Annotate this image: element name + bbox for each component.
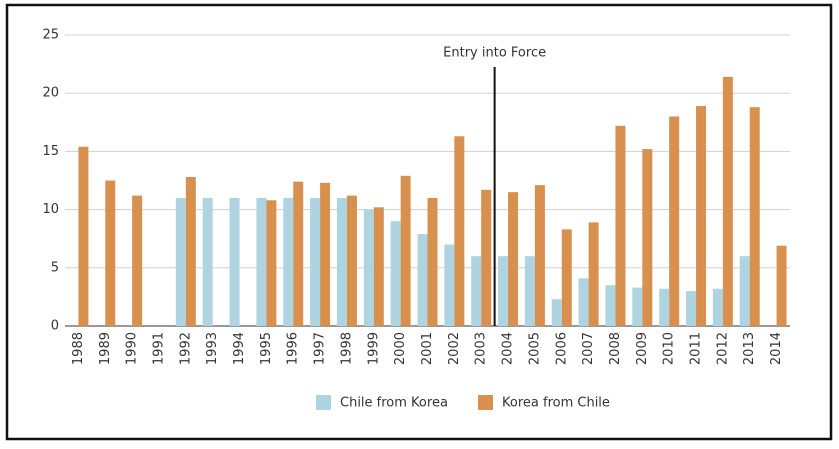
bar — [346, 195, 357, 326]
bar — [471, 256, 482, 326]
y-tick-label: 0 — [51, 319, 59, 334]
legend-label: Korea from Chile — [502, 396, 610, 411]
bar — [336, 197, 347, 326]
x-tick-label: 2001 — [420, 332, 435, 365]
bar — [659, 288, 670, 326]
bar — [78, 146, 89, 326]
x-tick-label: 1989 — [98, 332, 113, 365]
x-tick-label: 1997 — [313, 332, 328, 365]
x-tick-label: 1992 — [178, 332, 193, 365]
bar — [185, 177, 196, 326]
x-tick-label: 2011 — [689, 332, 704, 365]
x-tick-label: 2013 — [742, 332, 757, 365]
bar — [749, 107, 760, 326]
legend-swatch — [316, 395, 331, 410]
bar — [498, 256, 509, 326]
x-tick-label: 2006 — [554, 332, 569, 365]
x-tick-label: 2010 — [662, 332, 677, 365]
x-tick-label: 2012 — [715, 332, 730, 365]
x-tick-label: 1990 — [125, 332, 140, 365]
bar — [739, 256, 750, 326]
bar — [534, 185, 545, 326]
bar — [256, 197, 267, 326]
x-tick-label: 2003 — [474, 332, 489, 365]
bar — [632, 287, 643, 326]
bar — [615, 125, 626, 327]
bar — [363, 209, 374, 326]
y-tick-label: 10 — [42, 202, 59, 217]
y-tick-label: 5 — [51, 260, 59, 275]
bar — [524, 256, 535, 326]
bar — [642, 149, 653, 326]
bar — [105, 180, 116, 326]
bar — [293, 181, 304, 326]
bar — [390, 221, 401, 326]
bar — [320, 182, 331, 326]
bar — [696, 106, 707, 326]
bar — [712, 288, 723, 326]
bar — [175, 197, 186, 326]
bar — [310, 197, 321, 326]
x-tick-label: 1991 — [151, 332, 166, 365]
bar — [722, 76, 733, 327]
bar — [444, 244, 455, 326]
bar — [686, 291, 697, 326]
x-tick-label: 2014 — [769, 332, 784, 365]
x-tick-label: 1995 — [259, 332, 274, 365]
x-tick-label: 1994 — [232, 332, 247, 365]
bar — [561, 229, 572, 326]
bar — [776, 245, 787, 326]
frame — [5, 3, 833, 441]
x-tick-label: 1988 — [71, 332, 86, 365]
x-tick-label: 2008 — [608, 332, 623, 365]
bar — [669, 116, 680, 326]
x-tick-label: 2004 — [501, 332, 516, 365]
bar — [588, 222, 599, 326]
bar — [605, 285, 616, 326]
legend-swatch — [478, 395, 493, 410]
x-tick-label: 1999 — [366, 332, 381, 365]
bar — [454, 136, 465, 326]
bar — [551, 299, 562, 326]
x-tick-label: 2009 — [635, 332, 650, 365]
x-tick-label: 2000 — [393, 332, 408, 365]
x-tick-label: 2005 — [527, 332, 542, 365]
x-tick-label: 1993 — [205, 332, 220, 365]
x-tick-label: 2007 — [581, 332, 596, 365]
bar — [578, 278, 589, 326]
x-tick-label: 1998 — [339, 332, 354, 365]
x-tick-label: 2002 — [447, 332, 462, 365]
bar — [508, 192, 519, 326]
bar — [481, 189, 492, 326]
bar — [229, 197, 240, 326]
y-tick-label: 15 — [42, 144, 59, 159]
y-tick-label: 25 — [42, 28, 59, 43]
x-tick-label: 1996 — [286, 332, 301, 365]
bar — [132, 195, 143, 326]
bar — [427, 197, 438, 326]
bar — [283, 197, 294, 326]
annotation: Entry into Force — [443, 46, 546, 61]
bar — [202, 197, 213, 326]
bar — [266, 200, 277, 326]
legend-label: Chile from Korea — [340, 396, 448, 411]
bar — [417, 234, 428, 326]
bar — [400, 175, 411, 326]
y-tick-label: 20 — [42, 86, 59, 101]
bar — [373, 207, 384, 326]
